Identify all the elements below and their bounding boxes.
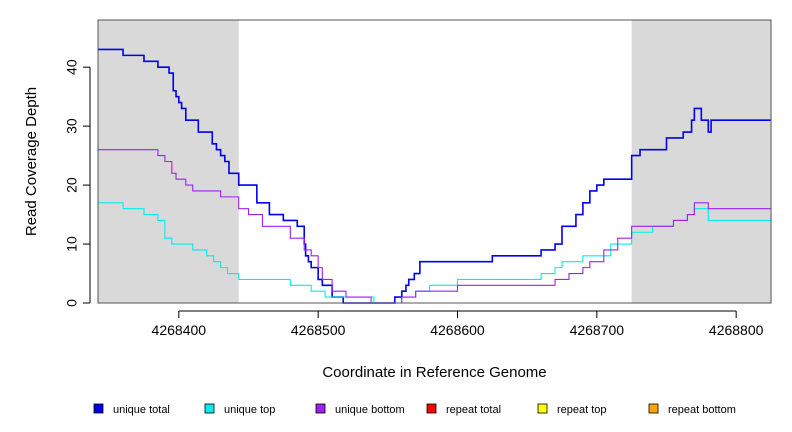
legend-label-repeat-bottom: repeat bottom [668, 404, 736, 416]
y-tick-label: 20 [64, 177, 80, 193]
legend-swatch-unique-total [93, 403, 104, 414]
x-tick-label: 4268800 [709, 322, 764, 338]
x-axis-title: Coordinate in Reference Genome [322, 364, 546, 381]
legend-swatch-unique-top [204, 403, 215, 414]
plot-frame [97, 19, 772, 304]
y-tick-label: 40 [64, 59, 80, 75]
legend-label-unique-top: unique top [224, 404, 275, 416]
legend-label-unique-total: unique total [113, 404, 170, 416]
legend: unique total unique top unique bottom repea… [93, 403, 736, 416]
y-tick-label: 0 [64, 299, 80, 307]
x-tick-label: 4268600 [430, 322, 485, 338]
legend-swatch-repeat-total [426, 403, 437, 414]
legend-label-unique-bottom: unique bottom [335, 404, 405, 416]
x-tick-label: 4268500 [291, 322, 346, 338]
legend-swatch-repeat-bottom [648, 403, 659, 414]
legend-label-repeat-total: repeat total [446, 404, 501, 416]
y-tick-label: 10 [64, 236, 80, 252]
axes: 0 10 20 30 40 4268400 4268500 4268600 4268700 426… [64, 59, 764, 338]
legend-swatch-unique-bottom [315, 403, 326, 414]
legend-label-repeat-top: repeat top [557, 404, 607, 416]
shaded-region-2 [631, 20, 771, 303]
shaded-regions [98, 20, 771, 303]
y-axis-title: Read Coverage Depth [23, 87, 40, 236]
legend-swatch-repeat-top [537, 403, 548, 414]
x-tick-label: 4268400 [152, 322, 207, 338]
y-tick-label: 30 [64, 118, 80, 134]
x-tick-label: 4268700 [570, 322, 625, 338]
series-line-unique-bottom [98, 149, 771, 304]
